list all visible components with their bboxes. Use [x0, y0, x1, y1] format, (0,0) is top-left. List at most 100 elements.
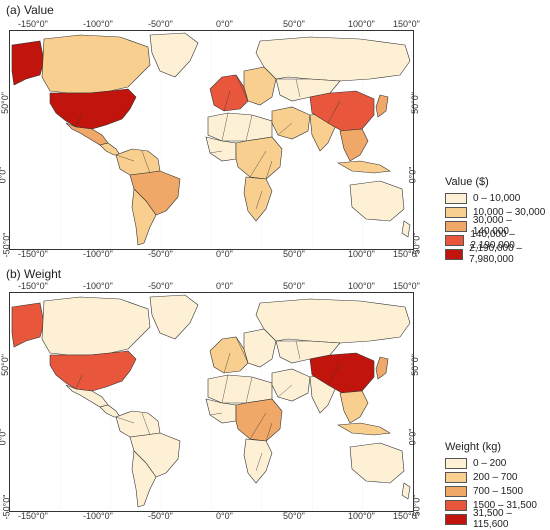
country-border — [327, 362, 341, 386]
legend-swatch — [445, 192, 467, 204]
map-frame — [9, 30, 414, 250]
tick-label-top: -150°0" — [18, 19, 48, 29]
country-border — [249, 150, 267, 178]
country-border — [235, 74, 249, 102]
country-border — [235, 336, 249, 364]
country-border — [265, 160, 273, 180]
country-border — [255, 452, 263, 472]
legend-swatch — [445, 513, 467, 525]
legend-item: 0 – 200 — [445, 456, 550, 470]
region-s-am-north — [115, 410, 161, 438]
tick-label-top: 150°0" — [393, 281, 420, 291]
tick-label-left: 50°0" — [0, 92, 10, 114]
country-border — [221, 374, 229, 404]
legend-item: 700 – 1500 — [445, 484, 550, 498]
country-border — [75, 112, 83, 128]
region-middle-east — [271, 368, 311, 402]
tick-label-top: -50°0" — [148, 281, 173, 291]
legend-item: 0 – 10,000 — [445, 191, 550, 205]
legend-swatch — [445, 206, 467, 218]
tick-label-bottom: 100°0" — [348, 249, 375, 259]
tick-label-bottom: 150°0" — [393, 511, 420, 521]
legend-swatch — [445, 234, 465, 246]
panel-a-title: (a) Value — [6, 3, 54, 17]
region-indonesia — [337, 160, 391, 174]
tick-label-right: 0°0" — [407, 166, 418, 184]
country-border — [295, 340, 301, 360]
tick-label-left: 50°0" — [0, 354, 10, 376]
region-c-africa — [235, 136, 283, 180]
tick-label-top: 50°0" — [283, 19, 305, 29]
region-greenland — [149, 32, 199, 78]
region-usa — [49, 350, 137, 392]
legend-item: 140,000 – 2,190,000 — [445, 229, 550, 251]
legend-swatch — [445, 457, 467, 469]
region-central-am — [99, 404, 121, 418]
region-middle-east — [271, 106, 311, 140]
legend-label: 200 – 700 — [473, 471, 518, 483]
country-border — [141, 150, 151, 174]
tick-label-bottom: -100°0" — [83, 249, 113, 259]
tick-label-top: -50°0" — [148, 19, 173, 29]
panel-a-legend-title: Value ($) — [445, 176, 489, 188]
legend-item: 10,000 – 30,000 — [445, 205, 550, 219]
legend-item: 1500 – 31,500 — [445, 498, 550, 512]
region-s-am-south — [131, 450, 157, 508]
tick-label-top: 0°0" — [216, 281, 233, 291]
tick-label-top: 100°0" — [348, 281, 375, 291]
country-border — [277, 384, 293, 398]
panel-b-title: (b) Weight — [6, 267, 62, 281]
region-usa — [49, 88, 137, 130]
region-n-africa — [207, 374, 273, 404]
region-europe-w — [209, 74, 249, 112]
legend-label: 30,000 – 140,000 — [472, 215, 512, 237]
tick-label-top: -100°0" — [83, 281, 113, 291]
tick-label-right: -50°0" — [411, 232, 422, 258]
tick-label-right: 50°0" — [409, 92, 420, 114]
world-map — [11, 293, 411, 511]
region-nz — [401, 482, 411, 500]
tick-label-top: -100°0" — [83, 19, 113, 29]
legend-swatch — [445, 471, 467, 483]
legend-item: 30,000 – 140,000 — [445, 215, 550, 237]
country-border — [221, 112, 229, 142]
region-indonesia — [337, 422, 391, 436]
tick-label-top: 0°0" — [216, 19, 233, 29]
region-japan — [375, 356, 389, 380]
country-border — [141, 412, 151, 436]
region-s-am-north — [115, 148, 161, 176]
region-europe-w — [209, 336, 249, 374]
country-border — [277, 122, 293, 136]
region-russia — [255, 298, 411, 344]
region-n-africa — [207, 112, 273, 142]
region-se-asia — [339, 128, 369, 162]
tick-label-bottom: -100°0" — [83, 511, 113, 521]
map-frame — [9, 292, 414, 512]
tick-label-right: 0°0" — [407, 428, 418, 446]
country-border — [327, 100, 341, 124]
legend-item: 2,190,000 – 7,980,000 — [445, 243, 550, 265]
tick-label-bottom: 0°0" — [216, 249, 233, 259]
tick-label-right: 50°0" — [409, 354, 420, 376]
country-border — [255, 190, 263, 210]
tick-label-bottom: 50°0" — [283, 249, 305, 259]
country-border — [209, 150, 223, 154]
region-nz — [401, 220, 411, 238]
tick-label-bottom: 100°0" — [348, 511, 375, 521]
country-border — [245, 376, 253, 404]
country-border — [75, 374, 83, 390]
region-s-africa — [243, 438, 273, 484]
legend-label: 31,500 – 115,600 — [472, 508, 512, 530]
region-s-africa — [243, 176, 273, 222]
panel-b-legend: Weight (kg) 0 – 200 200 – 700 700 – 1500… — [445, 441, 550, 530]
world-map — [11, 31, 411, 249]
tick-label-bottom: -150°0" — [18, 249, 48, 259]
legend-swatch — [445, 248, 464, 260]
tick-label-bottom: -50°0" — [148, 249, 173, 259]
country-border — [249, 412, 267, 440]
legend-label: 2,190,000 – 7,980,000 — [469, 243, 522, 265]
legend-label: 0 – 200 — [473, 457, 507, 469]
legend-label: 10,000 – 30,000 — [473, 206, 546, 218]
country-border — [209, 412, 223, 416]
tick-label-top: 150°0" — [393, 19, 420, 29]
